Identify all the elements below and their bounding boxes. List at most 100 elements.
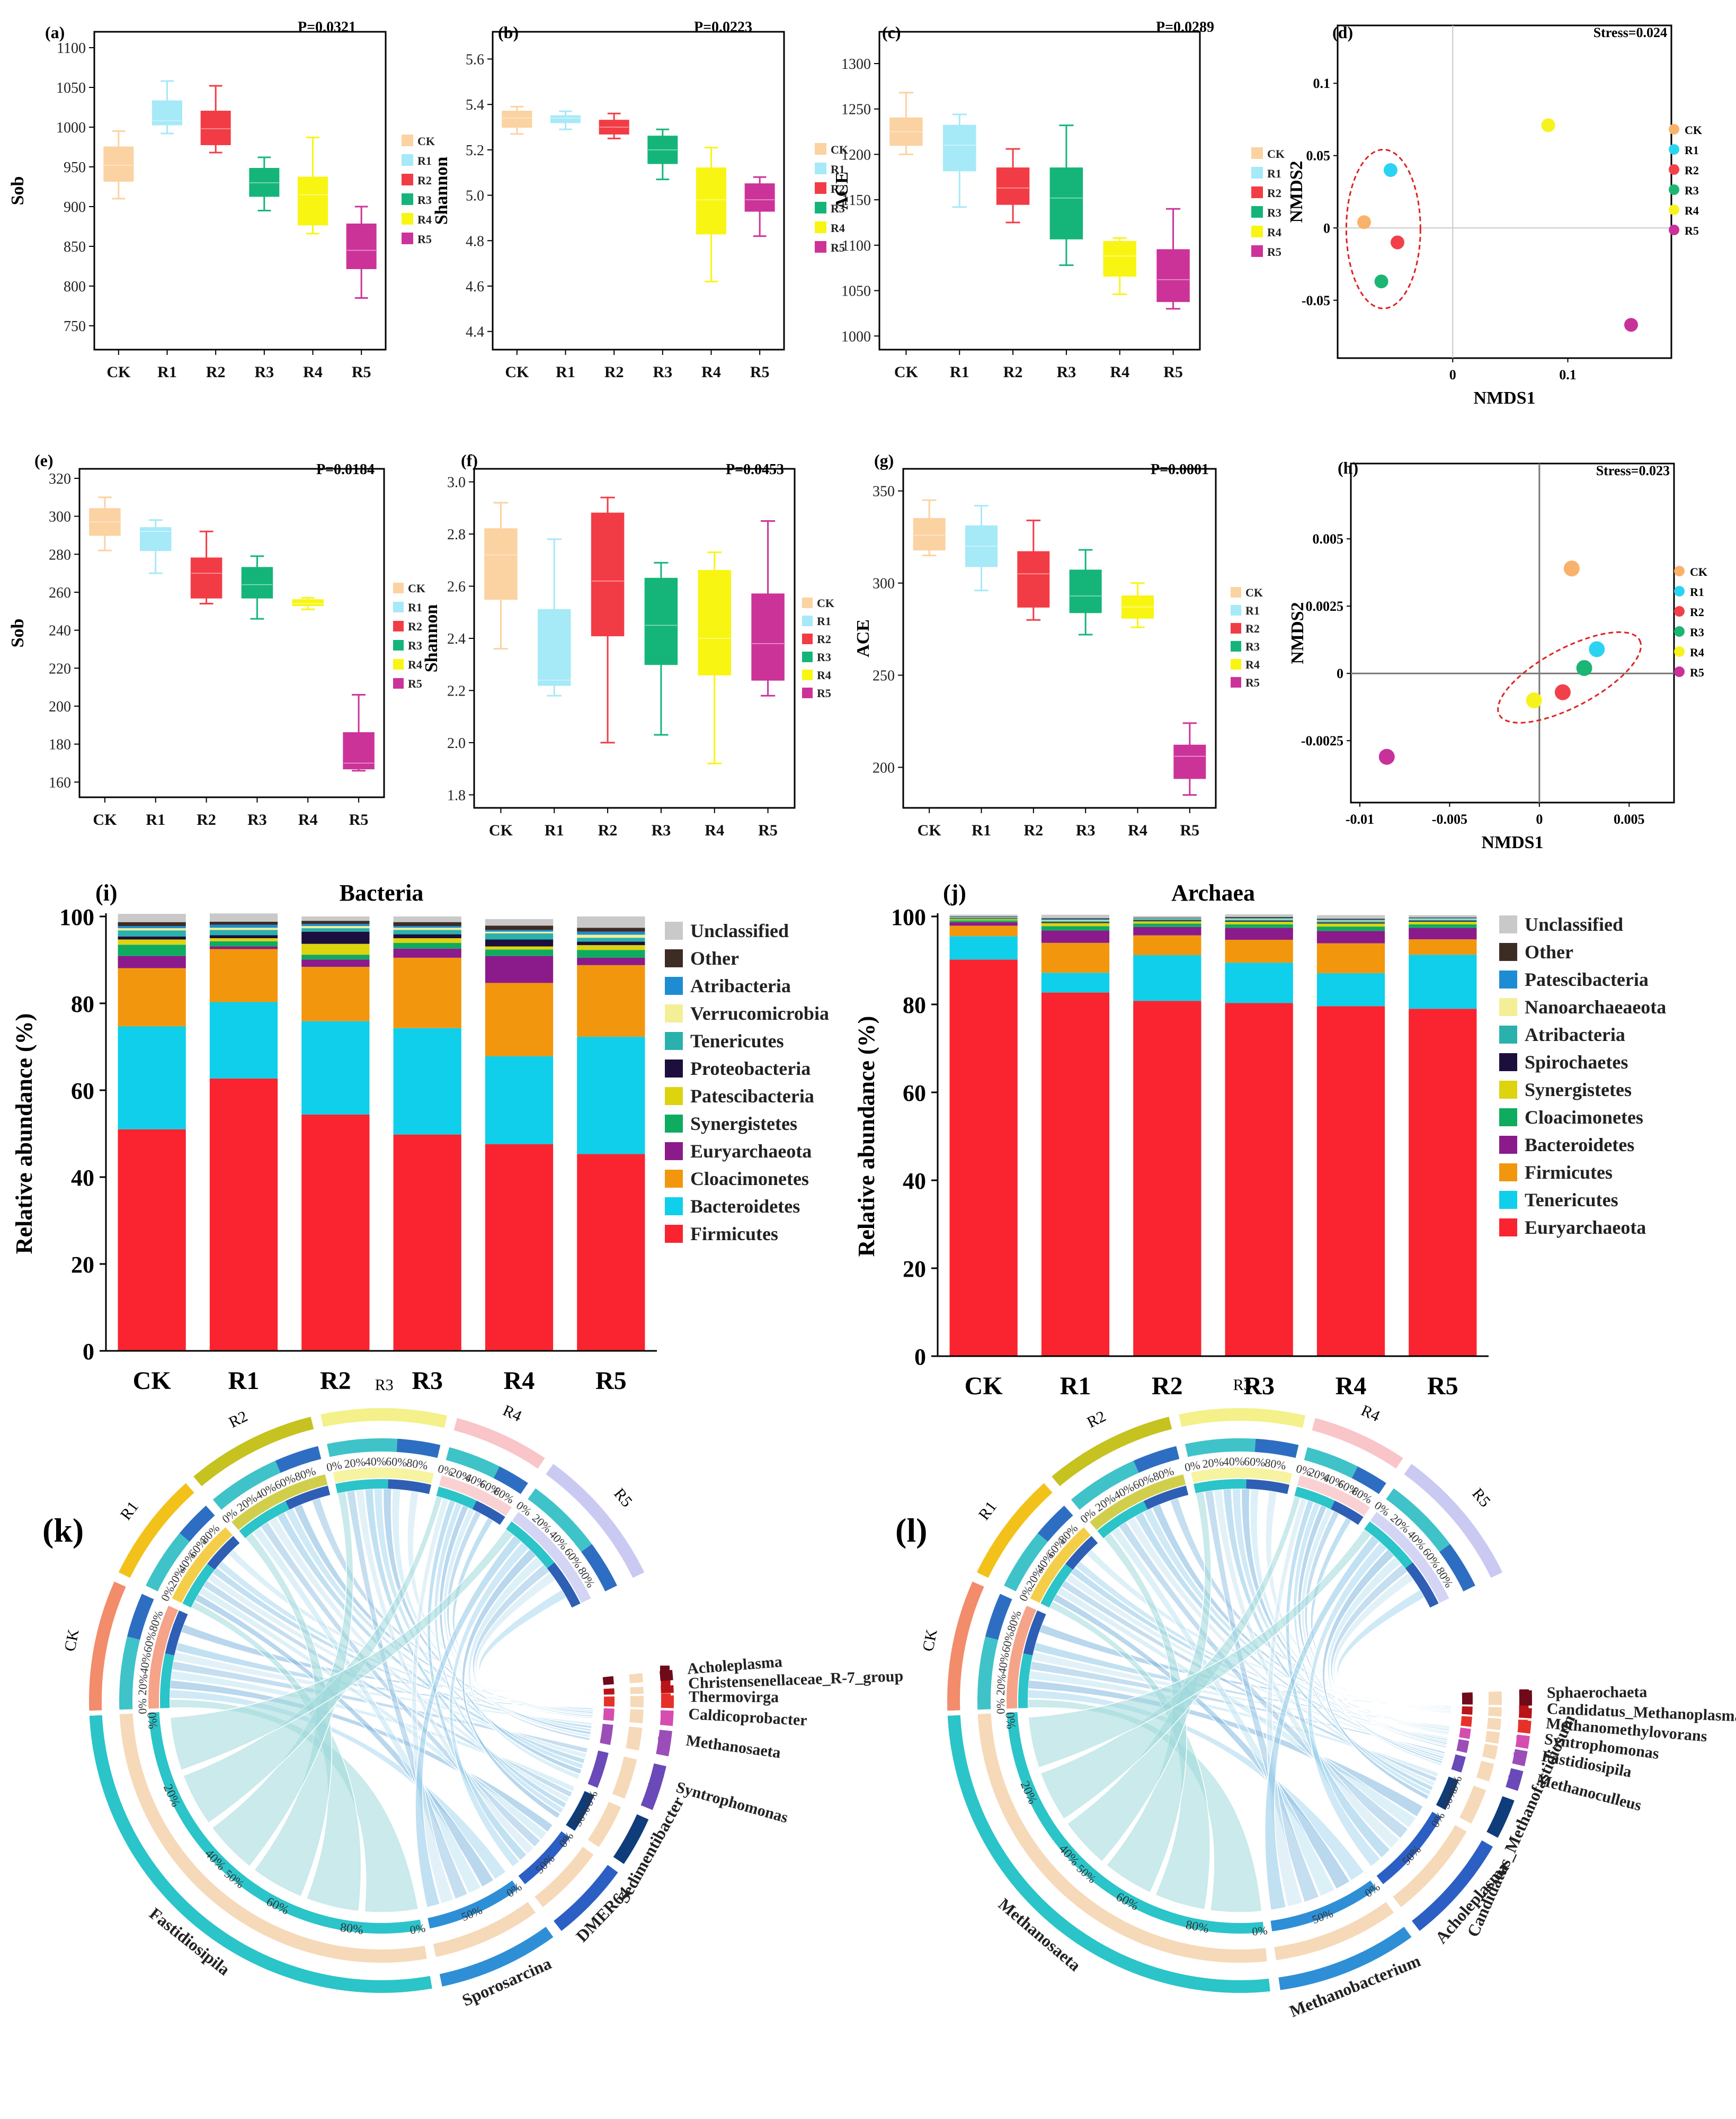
x-tick-label-r5: R5 bbox=[758, 822, 778, 839]
genus-inner-arc bbox=[603, 1708, 615, 1721]
legend-label-r2: R2 bbox=[1685, 164, 1699, 177]
legend-swatch-bacteroidetes bbox=[1499, 1136, 1517, 1154]
x-axis-label: NMDS1 bbox=[1473, 388, 1535, 408]
sample-label-r1: R1 bbox=[117, 1498, 142, 1524]
legend-label-firmicutes: Firmicutes bbox=[690, 1223, 778, 1244]
sample-mid-arc-b-r2 bbox=[275, 1446, 322, 1473]
y-tick-label: 60 bbox=[71, 1078, 94, 1104]
y-tick-label: 0 bbox=[1323, 220, 1330, 236]
bar-segment-r5-other bbox=[577, 928, 645, 932]
sample-mid-arc-b-r5 bbox=[581, 1544, 617, 1591]
legend-swatch-ck bbox=[402, 135, 413, 146]
bar-segment-r2-tenericutes bbox=[301, 928, 370, 932]
y-tick-label: -0.0025 bbox=[1301, 733, 1343, 749]
sample-tick-label: 60% bbox=[385, 1455, 407, 1469]
bar-segment-r4-patescibacteria bbox=[1316, 919, 1385, 921]
legend-label-r4: R4 bbox=[417, 213, 432, 226]
x-tick-label-r1: R1 bbox=[146, 811, 165, 829]
plot-frame bbox=[93, 31, 387, 351]
legend-swatch-r2 bbox=[1231, 623, 1241, 634]
point-r1 bbox=[1383, 163, 1397, 177]
box-r3 bbox=[241, 567, 273, 599]
legend-label-r1: R1 bbox=[817, 615, 831, 628]
genus-swatch bbox=[660, 1666, 670, 1676]
bar-segment-r4-bacteroidetes bbox=[1316, 931, 1385, 943]
legend-label-unclassified: Unclassified bbox=[690, 920, 789, 941]
bar-segment-r2-firmicutes bbox=[301, 1114, 370, 1351]
bar-segment-r3-unclassified bbox=[1225, 914, 1293, 917]
legend-swatch-tenericutes bbox=[1499, 1191, 1517, 1209]
sample-tick-label: 40% bbox=[137, 1651, 154, 1675]
x-tick-label-r1: R1 bbox=[972, 822, 991, 839]
genus-tick-label: 0% bbox=[144, 1712, 159, 1730]
box-r3 bbox=[1069, 569, 1102, 613]
genus-inner-arc bbox=[1451, 1754, 1466, 1773]
bar-segment-r4-firmicutes bbox=[485, 1144, 554, 1351]
legend-swatch-r4 bbox=[1251, 226, 1263, 237]
bar-segment-r5-bacteroidetes bbox=[577, 1037, 645, 1154]
x-tick-label-r1: R1 bbox=[545, 822, 564, 839]
legend-label-r1: R1 bbox=[1267, 167, 1281, 180]
y-tick-label: 2.0 bbox=[447, 735, 466, 752]
x-tick-label-r3: R3 bbox=[247, 811, 267, 829]
y-axis-label: ACE bbox=[853, 619, 873, 657]
legend-swatch-firmicutes bbox=[1499, 1163, 1517, 1181]
sample-tick-label: 40% bbox=[1223, 1455, 1245, 1468]
panel-label: (l) bbox=[895, 1511, 927, 1549]
x-tick-label-r2: R2 bbox=[206, 363, 226, 381]
chord-link bbox=[1330, 1563, 1447, 1749]
genus-mid-arc bbox=[1274, 1902, 1394, 1961]
sample-inner-arc-r5 bbox=[512, 1512, 591, 1603]
panel-label: (a) bbox=[45, 23, 65, 42]
sample-outer-arc-r4 bbox=[453, 1418, 545, 1469]
x-tick-label-r2: R2 bbox=[197, 811, 216, 829]
legend-label-r1: R1 bbox=[1690, 585, 1704, 599]
bar-segment-r5-unclassified bbox=[577, 916, 645, 928]
legend-label-ck: CK bbox=[1245, 586, 1263, 599]
sample-label-r2: R2 bbox=[226, 1408, 251, 1431]
legend-label-tenericutes: Tenericutes bbox=[690, 1030, 784, 1052]
cluster-ellipse bbox=[1345, 148, 1421, 309]
sample-link-arc-r2 bbox=[239, 1501, 290, 1538]
bar-segment-ck-patescibacteria bbox=[118, 939, 186, 945]
bar-segment-r3-synergistetes bbox=[1225, 921, 1293, 924]
legend-swatch-r4 bbox=[402, 213, 413, 225]
legend-label-r3: R3 bbox=[1690, 626, 1704, 639]
genus-inner-arc bbox=[1459, 1728, 1471, 1739]
bar-segment-r2-proteobacteria bbox=[301, 931, 370, 944]
bar-segment-r2-bacteroidetes bbox=[1133, 927, 1201, 936]
bar-segment-r4-unclassified bbox=[485, 919, 554, 926]
genus-mid-arc bbox=[1486, 1717, 1501, 1731]
sample-label-r1: R1 bbox=[975, 1498, 1000, 1524]
genus-mid-arc bbox=[1488, 1707, 1502, 1717]
bar-segment-r1-nanoarchaeaeota bbox=[1041, 920, 1110, 921]
x-tick-label: -0.01 bbox=[1346, 812, 1374, 827]
bar-segment-r2-unclassified bbox=[301, 916, 370, 921]
genus-inner-arc bbox=[600, 1723, 613, 1745]
box-r4 bbox=[292, 599, 324, 607]
bar-segment-ck-patescibacteria bbox=[949, 916, 1018, 918]
y-tick-label: 2.2 bbox=[447, 683, 466, 699]
legend-dot-r5 bbox=[1669, 225, 1679, 235]
sample-label-ck: CK bbox=[919, 1627, 940, 1653]
box-ck bbox=[484, 528, 518, 600]
legend-swatch-r1 bbox=[802, 616, 813, 626]
legend-label-r5: R5 bbox=[1690, 666, 1704, 679]
point-r4 bbox=[1541, 118, 1555, 132]
legend-label-ck: CK bbox=[1267, 147, 1285, 161]
sample-mid-arc-r5 bbox=[528, 1488, 592, 1552]
chord-link bbox=[1066, 1491, 1212, 1863]
x-tick-label: -0.005 bbox=[1432, 812, 1467, 827]
x-tick-label-r5: R5 bbox=[352, 363, 371, 381]
sample-outer-arc-r1 bbox=[976, 1483, 1053, 1578]
legend-label-patescibacteria: Patescibacteria bbox=[690, 1085, 814, 1107]
legend-label-r5: R5 bbox=[417, 233, 432, 246]
bar-segment-r4-synergistetes bbox=[485, 949, 554, 956]
sample-link-arc-b-r4 bbox=[1330, 1500, 1364, 1525]
legend-swatch-r4 bbox=[393, 659, 404, 670]
point-r5 bbox=[1378, 749, 1395, 765]
genus-inner-arc bbox=[1270, 1880, 1377, 1931]
y-tick-label: 800 bbox=[64, 279, 86, 295]
bar-segment-ck-tenericutes bbox=[949, 936, 1018, 960]
genus-mid-arc bbox=[629, 1673, 643, 1684]
